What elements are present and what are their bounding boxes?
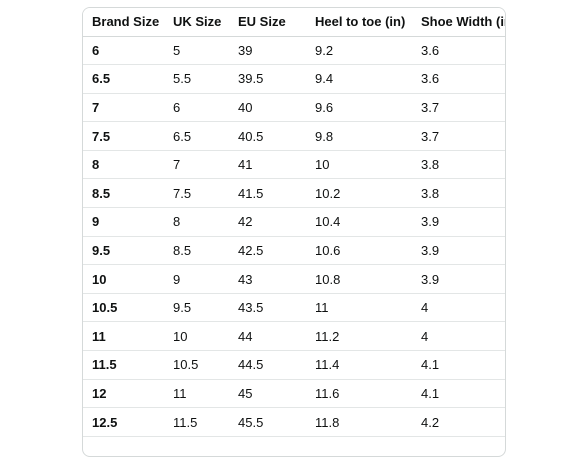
- table-row: 11 10 44 11.2 4: [83, 321, 505, 352]
- cell-shoe-width: 4.1: [412, 350, 505, 380]
- cell-brand-size: 7: [83, 93, 164, 123]
- cell-eu-size: 44: [229, 321, 306, 352]
- header-shoe-width: Shoe Width (in): [412, 8, 505, 37]
- cell-heel-to-toe: 10.6: [306, 236, 412, 266]
- cell-shoe-width: 3.7: [412, 93, 505, 123]
- cell-shoe-width: 4: [412, 293, 505, 323]
- cell-brand-size: 11.5: [83, 350, 164, 380]
- cell-heel-to-toe: 11: [306, 293, 412, 323]
- cell-uk-size: 5: [164, 36, 229, 66]
- header-uk-size: UK Size: [164, 8, 229, 37]
- cell-eu-size: 42.5: [229, 236, 306, 266]
- cell-eu-size: 41: [229, 150, 306, 180]
- cell-shoe-width: 3.6: [412, 36, 505, 66]
- cell-eu-size: 43.5: [229, 293, 306, 323]
- cell-heel-to-toe: 10.4: [306, 207, 412, 237]
- table-row: 6 5 39 9.2 3.6: [83, 36, 505, 66]
- size-chart-container: Brand Size UK Size EU Size Heel to toe (…: [82, 7, 506, 457]
- cell-eu-size: 41.5: [229, 178, 306, 209]
- cell-uk-size: 11.5: [164, 407, 229, 437]
- cell-brand-size: 7.5: [83, 121, 164, 151]
- cell-heel-to-toe: 9.8: [306, 121, 412, 151]
- cell-shoe-width: 3.6: [412, 64, 505, 94]
- cell-heel-to-toe: 9.2: [306, 36, 412, 66]
- table-row: 6.5 5.5 39.5 9.4 3.6: [83, 64, 505, 94]
- cell-eu-size: 40: [229, 93, 306, 123]
- header-row: Brand Size UK Size EU Size Heel to toe (…: [83, 8, 505, 37]
- cell-brand-size: 10: [83, 264, 164, 294]
- cell-uk-size: 6: [164, 93, 229, 123]
- cell-uk-size: 9: [164, 264, 229, 294]
- cell-brand-size: 6.5: [83, 64, 164, 94]
- cell-heel-to-toe: 11.2: [306, 321, 412, 352]
- cell-shoe-width: 4: [412, 321, 505, 352]
- cell-brand-size: 12.5: [83, 407, 164, 437]
- size-chart-table: Brand Size UK Size EU Size Heel to toe (…: [83, 8, 505, 437]
- cell-shoe-width: 3.8: [412, 150, 505, 180]
- cell-shoe-width: 3.9: [412, 264, 505, 294]
- cell-brand-size: 8.5: [83, 178, 164, 209]
- cell-heel-to-toe: 10.8: [306, 264, 412, 294]
- header-heel-to-toe: Heel to toe (in): [306, 8, 412, 37]
- table-row: 11.5 10.5 44.5 11.4 4.1: [83, 350, 505, 380]
- table-row: 8 7 41 10 3.8: [83, 150, 505, 180]
- table-row: 10.5 9.5 43.5 11 4: [83, 293, 505, 323]
- cell-heel-to-toe: 11.8: [306, 407, 412, 437]
- cell-eu-size: 43: [229, 264, 306, 294]
- cell-brand-size: 12: [83, 379, 164, 409]
- cell-heel-to-toe: 10: [306, 150, 412, 180]
- cell-shoe-width: 3.8: [412, 178, 505, 209]
- cell-shoe-width: 4.1: [412, 379, 505, 409]
- cell-uk-size: 6.5: [164, 121, 229, 151]
- cell-uk-size: 10.5: [164, 350, 229, 380]
- cell-heel-to-toe: 11.4: [306, 350, 412, 380]
- cell-heel-to-toe: 9.4: [306, 64, 412, 94]
- table-row: 7.5 6.5 40.5 9.8 3.7: [83, 121, 505, 151]
- cell-eu-size: 44.5: [229, 350, 306, 380]
- cell-shoe-width: 4.2: [412, 407, 505, 437]
- cell-uk-size: 10: [164, 321, 229, 352]
- cell-uk-size: 8.5: [164, 236, 229, 266]
- table-row: 7 6 40 9.6 3.7: [83, 93, 505, 123]
- cell-uk-size: 5.5: [164, 64, 229, 94]
- header-brand-size: Brand Size: [83, 8, 164, 37]
- cell-uk-size: 9.5: [164, 293, 229, 323]
- cell-eu-size: 40.5: [229, 121, 306, 151]
- cell-brand-size: 10.5: [83, 293, 164, 323]
- cell-eu-size: 42: [229, 207, 306, 237]
- cell-shoe-width: 3.9: [412, 236, 505, 266]
- table-row: 12 11 45 11.6 4.1: [83, 379, 505, 409]
- cell-eu-size: 39: [229, 36, 306, 66]
- cell-eu-size: 45: [229, 379, 306, 409]
- cell-heel-to-toe: 10.2: [306, 178, 412, 209]
- table-row: 9.5 8.5 42.5 10.6 3.9: [83, 236, 505, 266]
- cell-uk-size: 7: [164, 150, 229, 180]
- cell-uk-size: 7.5: [164, 178, 229, 209]
- table-row: 12.5 11.5 45.5 11.8 4.2: [83, 407, 505, 437]
- header-eu-size: EU Size: [229, 8, 306, 37]
- cell-brand-size: 8: [83, 150, 164, 180]
- cell-brand-size: 9.5: [83, 236, 164, 266]
- cell-brand-size: 9: [83, 207, 164, 237]
- cell-shoe-width: 3.7: [412, 121, 505, 151]
- cell-eu-size: 45.5: [229, 407, 306, 437]
- cell-eu-size: 39.5: [229, 64, 306, 94]
- cell-brand-size: 11: [83, 321, 164, 352]
- table-row: 10 9 43 10.8 3.9: [83, 264, 505, 294]
- cell-heel-to-toe: 11.6: [306, 379, 412, 409]
- table-row: 9 8 42 10.4 3.9: [83, 207, 505, 237]
- cell-brand-size: 6: [83, 36, 164, 66]
- cell-heel-to-toe: 9.6: [306, 93, 412, 123]
- cell-uk-size: 8: [164, 207, 229, 237]
- cell-uk-size: 11: [164, 379, 229, 409]
- table-row: 8.5 7.5 41.5 10.2 3.8: [83, 178, 505, 209]
- cell-shoe-width: 3.9: [412, 207, 505, 237]
